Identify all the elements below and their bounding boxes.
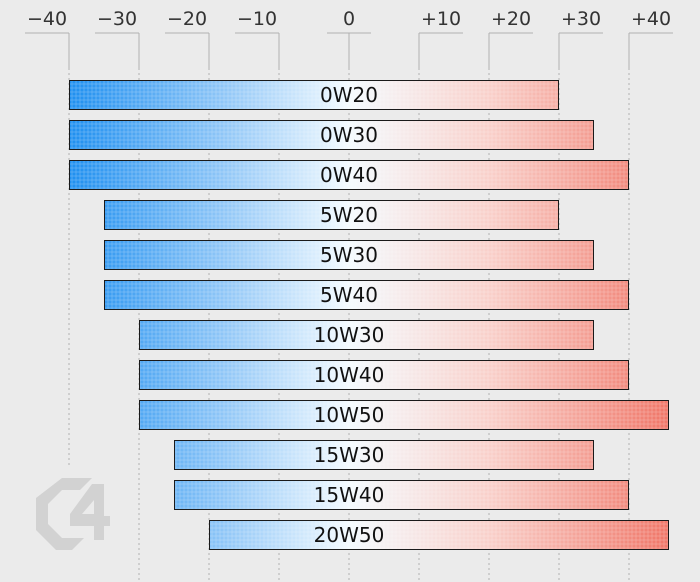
- bar-label: 5W20: [320, 203, 378, 227]
- bar-mesh: [69, 160, 629, 190]
- bar-10w30: 10W30: [139, 320, 594, 350]
- bar-label: 10W30: [314, 323, 385, 347]
- bar-20w50: 20W50: [209, 520, 669, 550]
- bar-15w30: 15W30: [174, 440, 594, 470]
- bar-5w40: 5W40: [104, 280, 629, 310]
- bar-10w50: 10W50: [139, 400, 669, 430]
- bar-mesh: [69, 80, 559, 110]
- bar-label: 0W40: [320, 163, 378, 187]
- bar-outline: [104, 200, 559, 230]
- bars: 0W20 0W30 0W40 5W20 5W30 5W40 10W30 10W40 10W50 1…: [69, 80, 669, 550]
- bar-5w30: 5W30: [104, 240, 594, 270]
- bar-outline: [69, 160, 629, 190]
- bar-outline: [209, 520, 669, 550]
- bar-label: 0W30: [320, 123, 378, 147]
- tick-label: +10: [421, 8, 461, 30]
- bar-outline: [139, 400, 669, 430]
- bar-0w40: 0W40: [69, 160, 629, 190]
- x-axis: −40 −30 −20 −10 0 +10 +20 +30 +40: [25, 8, 673, 68]
- bar-label: 5W40: [320, 283, 378, 307]
- bar-15w40: 15W40: [174, 480, 629, 510]
- tick-label: −20: [167, 8, 207, 30]
- bar-0w20: 0W20: [69, 80, 559, 110]
- tick-label: 0: [343, 8, 355, 30]
- bar-mesh: [69, 120, 594, 150]
- c4-logo-icon: [36, 478, 92, 550]
- bar-mesh: [139, 320, 594, 350]
- bar-outline: [139, 320, 594, 350]
- bar-outline: [174, 440, 594, 470]
- bar-mesh: [104, 200, 559, 230]
- bar-label: 5W30: [320, 243, 378, 267]
- bar-0w30: 0W30: [69, 120, 594, 150]
- tick-label: +20: [491, 8, 531, 30]
- bar-outline: [69, 120, 594, 150]
- bar-10w40: 10W40: [139, 360, 629, 390]
- bar-label: 0W20: [320, 83, 378, 107]
- bar-label: 10W40: [314, 363, 385, 387]
- tick-label: +40: [631, 8, 671, 30]
- bar-label: 10W50: [314, 403, 385, 427]
- bar-mesh: [139, 360, 629, 390]
- bar-mesh: [174, 480, 629, 510]
- tick-label: −30: [97, 8, 137, 30]
- bar-mesh: [139, 400, 669, 430]
- bar-outline: [69, 80, 559, 110]
- bar-outline: [174, 480, 629, 510]
- tick-label: −40: [27, 8, 67, 30]
- bar-mesh: [104, 280, 629, 310]
- bar-outline: [139, 360, 629, 390]
- bar-outline: [104, 240, 594, 270]
- bar-label: 15W40: [314, 483, 385, 507]
- tick-label: +30: [561, 8, 601, 30]
- bar-label: 15W30: [314, 443, 385, 467]
- bar-mesh: [174, 440, 594, 470]
- tick-label: −10: [237, 8, 277, 30]
- bar-label: 20W50: [314, 523, 385, 547]
- c4-logo-icon: [36, 478, 110, 550]
- bar-mesh: [104, 240, 594, 270]
- bar-mesh: [209, 520, 669, 550]
- bar-5w20: 5W20: [104, 200, 559, 230]
- c4-logo-icon: [70, 484, 110, 540]
- bar-outline: [104, 280, 629, 310]
